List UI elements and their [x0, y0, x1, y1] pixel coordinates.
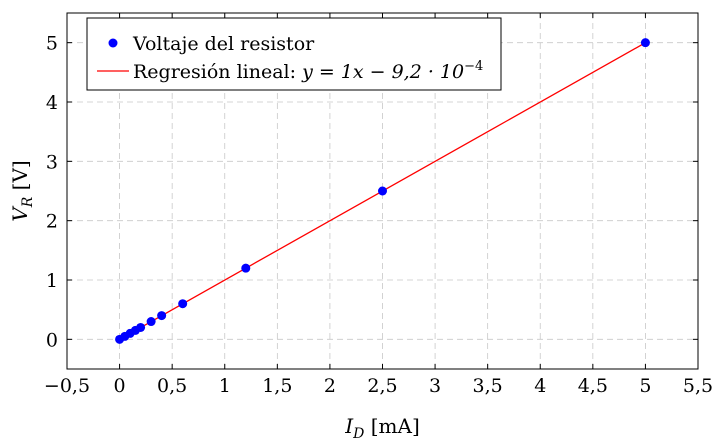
- x-axis-subscript: D: [352, 426, 364, 442]
- y-axis-title: VR [V]: [8, 160, 36, 221]
- legend: Voltaje del resistor Regresión lineal: y…: [86, 17, 502, 91]
- legend-scatter-label: Voltaje del resistor: [132, 33, 315, 55]
- x-tick-label: 0: [114, 375, 126, 397]
- legend-line-label: Regresión lineal: y = 1x − 9,2 · 10−4: [133, 59, 483, 83]
- x-tick-label: 0,5: [157, 375, 187, 397]
- data-point: [178, 299, 188, 309]
- data-point: [378, 186, 387, 196]
- x-tick-label: 3: [429, 375, 441, 397]
- series-layer: [115, 38, 650, 344]
- y-axis-symbol: V: [8, 205, 32, 222]
- ticks: [66, 13, 699, 369]
- x-axis-symbol: I: [344, 414, 354, 438]
- y-axis-subscript: R: [20, 196, 36, 208]
- legend-line-formula: y = 1x − 9,2 · 10: [301, 61, 464, 83]
- x-tick-label: −0,5: [44, 375, 90, 397]
- y-tick-label: 4: [46, 92, 58, 114]
- legend-scatter-marker: [108, 38, 118, 48]
- y-axis-unit: [V]: [8, 160, 32, 196]
- x-tick-label: 2,5: [367, 375, 397, 397]
- y-tick-label: 1: [46, 270, 58, 292]
- x-axis-unit: [mA]: [364, 414, 419, 438]
- x-axis-title: ID [mA]: [344, 414, 420, 442]
- x-tick-label: 4: [534, 375, 546, 397]
- x-tick-label: 1,5: [262, 375, 292, 397]
- y-tick-label: 0: [46, 329, 58, 351]
- x-tick-label: 5,5: [683, 375, 713, 397]
- x-tick-label: 5: [639, 375, 651, 397]
- legend-box: [86, 17, 502, 91]
- y-tick-label: 5: [46, 33, 58, 55]
- data-point: [157, 311, 167, 321]
- y-tick-label: 3: [46, 151, 58, 173]
- legend-line-exponent: −4: [464, 59, 483, 74]
- x-tick-labels: −0,5 0 0,5 1 1,5 2 2,5 3 3,5 4 4,5 5 5,5: [44, 375, 713, 397]
- y-tick-label: 2: [46, 211, 58, 233]
- legend-line-label-prefix: Regresión lineal:: [133, 61, 302, 83]
- x-tick-label: 1: [219, 375, 231, 397]
- data-point: [640, 38, 650, 48]
- data-point: [146, 317, 156, 327]
- data-point: [136, 322, 146, 332]
- x-tick-label: 4,5: [578, 375, 608, 397]
- x-tick-label: 2: [324, 375, 336, 397]
- data-point: [241, 263, 251, 273]
- x-tick-label: 3,5: [473, 375, 503, 397]
- y-tick-labels: 0 1 2 3 4 5: [46, 33, 58, 352]
